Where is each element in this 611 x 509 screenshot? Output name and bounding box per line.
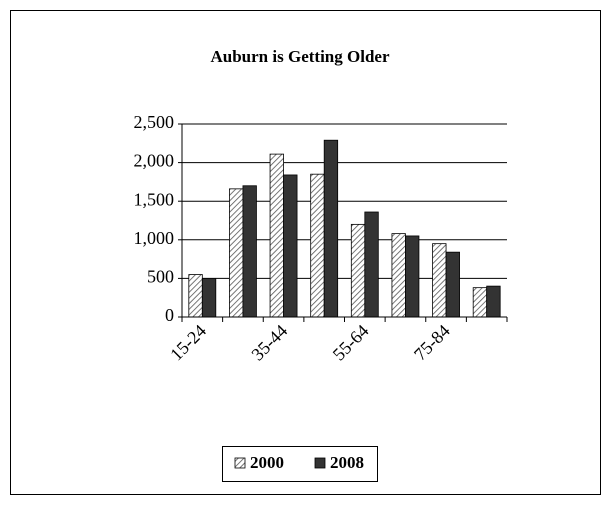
bar: [269, 153, 284, 318]
y-tick-label: 1,500: [134, 189, 175, 209]
legend-label: 2008: [330, 453, 364, 472]
bar: [310, 173, 325, 318]
chart-title: Auburn is Getting Older: [211, 47, 390, 66]
chart-frame: [10, 10, 601, 495]
bar: [486, 285, 501, 318]
legend-box: [222, 446, 378, 482]
legend-label: 2000: [250, 453, 284, 472]
bar: [432, 243, 447, 318]
y-tick-label: 0: [165, 305, 174, 325]
bar: [229, 188, 244, 318]
y-tick-label: 1,000: [134, 228, 175, 248]
y-tick-label: 500: [147, 267, 174, 287]
bar: [201, 277, 217, 318]
bar: [391, 233, 406, 318]
bar: [283, 174, 298, 318]
bar: [472, 287, 488, 318]
legend-swatch: [314, 457, 326, 469]
bar: [323, 139, 339, 318]
bar: [364, 211, 379, 318]
bar: [350, 223, 366, 318]
bar: [405, 235, 420, 318]
bar: [188, 274, 203, 318]
legend-swatch: [234, 457, 246, 469]
bar: [445, 251, 460, 318]
y-tick-label: 2,500: [134, 112, 175, 132]
bar: [242, 185, 257, 318]
y-tick-label: 2,000: [134, 151, 175, 171]
